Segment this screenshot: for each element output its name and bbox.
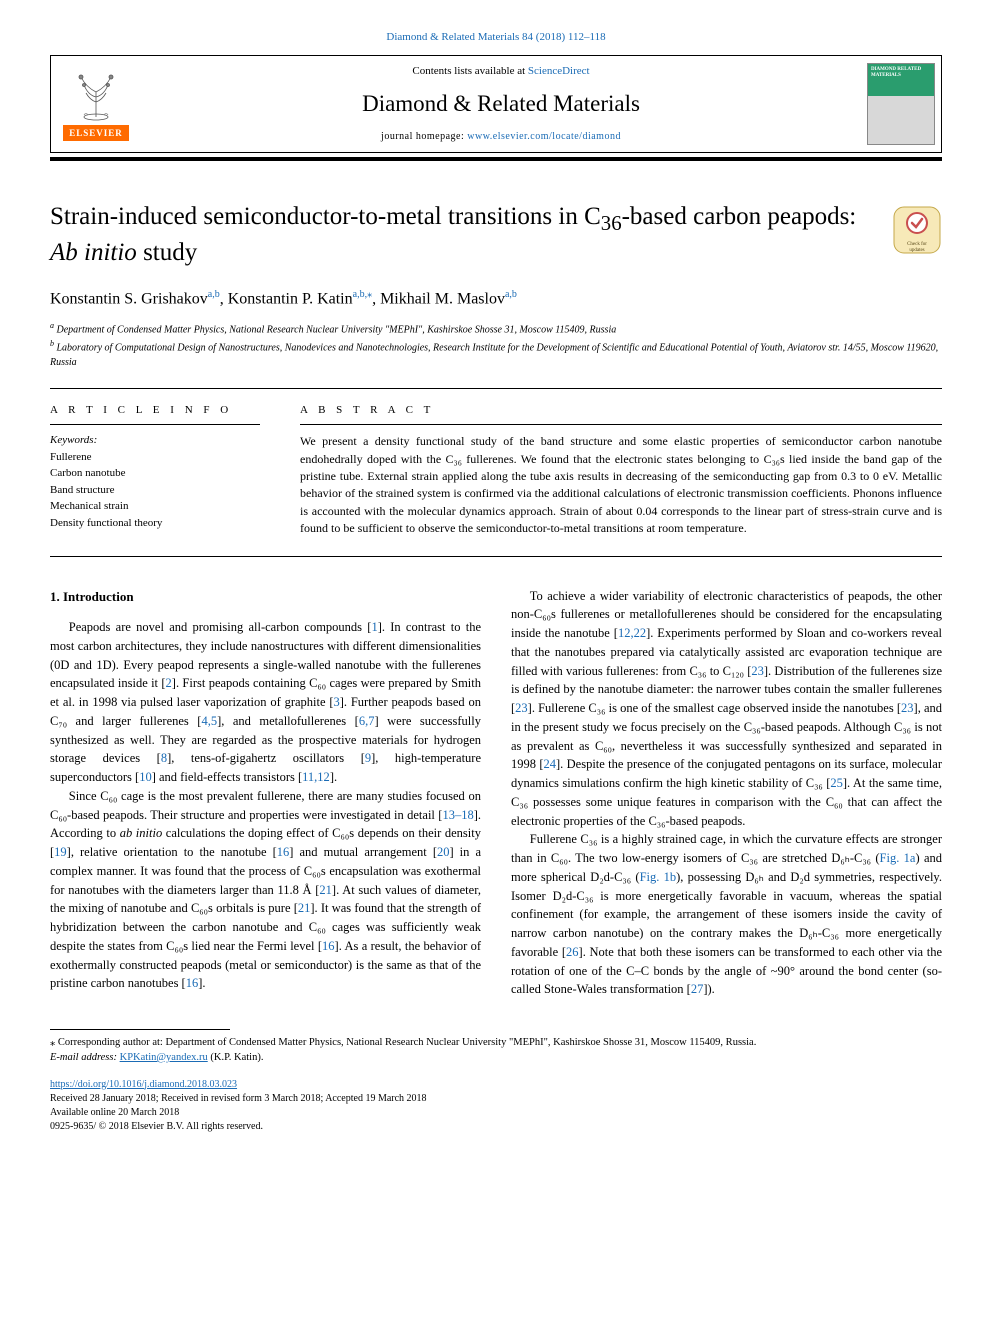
title-pre: Strain-induced semiconductor-to-metal tr… [50, 203, 601, 230]
article-info-block: A R T I C L E I N F O Keywords: Fulleren… [50, 403, 260, 538]
authors-line: Konstantin S. Grishakov a,b, Konstantin P… [50, 288, 942, 311]
abstract-rule [300, 424, 942, 425]
para-4: Fullerene C₃₆ is a highly strained cage,… [511, 830, 942, 999]
affil-a: Department of Condensed Matter Physics, … [57, 325, 617, 336]
doi-block: https://doi.org/10.1016/j.diamond.2018.0… [50, 1078, 942, 1134]
abstract-text: We present a density functional study of… [300, 433, 942, 537]
keywords-label: Keywords: [50, 433, 260, 448]
title-mid: -based carbon peapods: [622, 203, 857, 230]
intro-heading: 1. Introduction [50, 587, 481, 607]
homepage-line: journal homepage: www.elsevier.com/locat… [151, 130, 851, 144]
author-2[interactable]: Konstantin P. Katin [228, 290, 353, 307]
copyright-line: 0925-9635/ © 2018 Elsevier B.V. All righ… [50, 1120, 942, 1134]
abstract-block: A B S T R A C T We present a density fun… [300, 403, 942, 538]
keyword: Carbon nanotube [50, 465, 260, 482]
meta-row: A R T I C L E I N F O Keywords: Fulleren… [50, 403, 942, 538]
header-center: Contents lists available at ScienceDirec… [141, 56, 861, 152]
cover-thumbnail: DIAMOND RELATED MATERIALS [867, 63, 935, 145]
affil-b: Laboratory of Computational Design of Na… [50, 342, 938, 368]
divider-1 [50, 388, 942, 389]
available-line: Available online 20 March 2018 [50, 1106, 942, 1120]
keyword: Density functional theory [50, 515, 260, 532]
corresponding-footnote: ⁎ Corresponding author at: Department of… [50, 1036, 942, 1065]
para-1: Peapods are novel and promising all-carb… [50, 618, 481, 787]
email-suffix: (K.P. Katin). [208, 1052, 264, 1063]
corr-text: ⁎ Corresponding author at: Department of… [50, 1036, 942, 1051]
journal-header: ELSEVIER Contents lists available at Sci… [50, 55, 942, 153]
homepage-link[interactable]: www.elsevier.com/locate/diamond [467, 131, 621, 142]
para-2: Since C₆₀ cage is the most prevalent ful… [50, 787, 481, 993]
email-label: E-mail address: [50, 1052, 120, 1063]
keyword: Band structure [50, 482, 260, 499]
affiliations: a Department of Condensed Matter Physics… [50, 320, 942, 370]
elsevier-logo[interactable]: ELSEVIER [51, 56, 141, 152]
journal-name: Diamond & Related Materials [151, 88, 851, 120]
article-title: Strain-induced semiconductor-to-metal tr… [50, 201, 872, 270]
svg-text:Check for: Check for [907, 242, 927, 247]
contents-line: Contents lists available at ScienceDirec… [151, 64, 851, 79]
check-updates-badge[interactable]: Check for updates [892, 205, 942, 255]
cover-title-text: DIAMOND RELATED MATERIALS [871, 67, 934, 78]
elsevier-label: ELSEVIER [63, 125, 129, 142]
info-rule [50, 424, 260, 425]
footnote-rule [50, 1029, 230, 1030]
divider-2 [50, 556, 942, 557]
author-1[interactable]: Konstantin S. Grishakov [50, 290, 208, 307]
author-1-affil[interactable]: a,b [208, 289, 220, 300]
sciencedirect-link[interactable]: ScienceDirect [528, 65, 590, 77]
received-line: Received 28 January 2018; Received in re… [50, 1092, 942, 1106]
author-2-corr[interactable]: ⁎ [367, 289, 372, 300]
header-rule [50, 157, 942, 161]
body-text: 1. Introduction Peapods are novel and pr… [50, 587, 942, 1000]
keyword: Fullerene [50, 449, 260, 466]
abstract-heading: A B S T R A C T [300, 403, 942, 418]
svg-text:updates: updates [909, 248, 924, 253]
contents-prefix: Contents lists available at [412, 65, 527, 77]
keywords-list: Fullerene Carbon nanotube Band structure… [50, 449, 260, 532]
author-3-affil[interactable]: a,b [505, 289, 517, 300]
top-citation[interactable]: Diamond & Related Materials 84 (2018) 11… [50, 30, 942, 45]
doi-link[interactable]: https://doi.org/10.1016/j.diamond.2018.0… [50, 1079, 237, 1090]
author-3[interactable]: Mikhail M. Maslov [380, 290, 505, 307]
title-sub: 36 [601, 211, 622, 235]
elsevier-tree-icon [66, 67, 126, 122]
article-info-heading: A R T I C L E I N F O [50, 403, 260, 418]
corr-email-link[interactable]: KPKatin@yandex.ru [120, 1052, 208, 1063]
title-post: study [137, 239, 197, 266]
title-italic: Ab initio [50, 239, 137, 266]
homepage-prefix: journal homepage: [381, 131, 467, 142]
author-2-affil[interactable]: a,b, [353, 289, 367, 300]
para-3: To achieve a wider variability of electr… [511, 587, 942, 831]
keyword: Mechanical strain [50, 498, 260, 515]
journal-cover[interactable]: DIAMOND RELATED MATERIALS [861, 56, 941, 152]
